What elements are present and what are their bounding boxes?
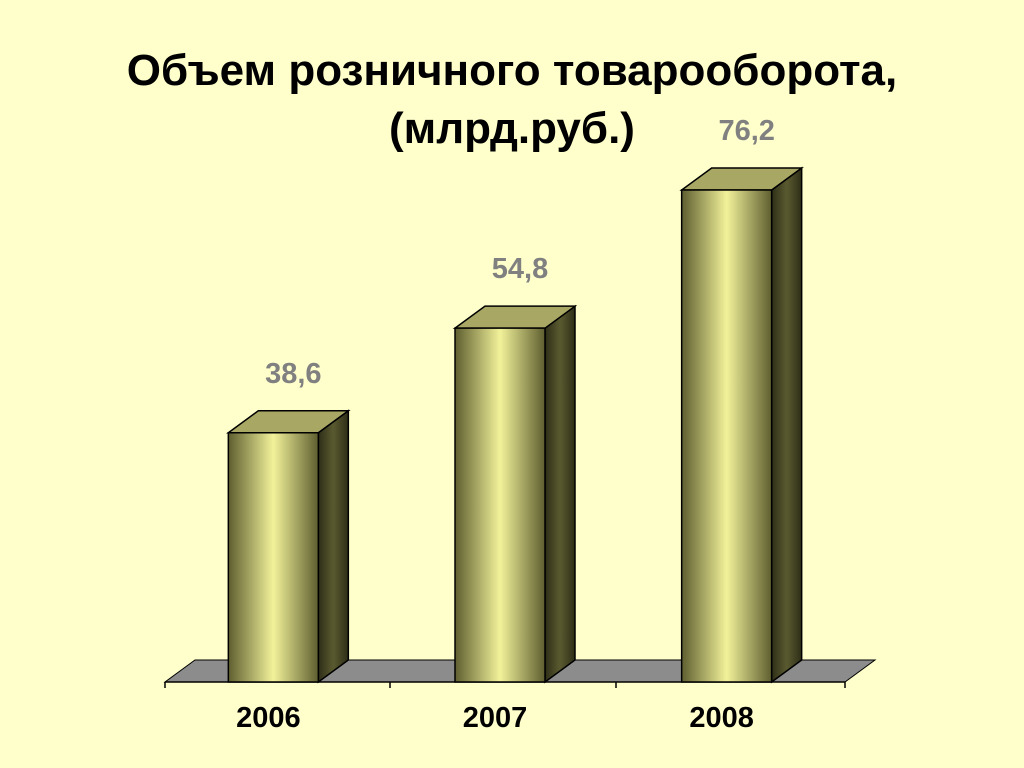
value-label: 38,6 [265, 358, 321, 390]
x-axis [164, 681, 846, 688]
value-label: 76,2 [718, 115, 774, 147]
value-label: 54,8 [492, 253, 548, 285]
bar-side [317, 409, 350, 684]
bar-front [680, 189, 773, 683]
x-tick-label: 2008 [689, 702, 754, 734]
bar-side [770, 166, 803, 684]
bar-front [227, 432, 320, 683]
x-tick-label: 2006 [236, 702, 301, 734]
bar-front [454, 327, 546, 683]
chart-title: Объем розничного товарооборота, (млрд.ру… [126, 46, 898, 153]
bar [679, 166, 804, 684]
bar [452, 304, 578, 684]
bar-side [544, 304, 576, 684]
bar [226, 409, 351, 684]
x-tick-label: 2007 [463, 702, 528, 734]
